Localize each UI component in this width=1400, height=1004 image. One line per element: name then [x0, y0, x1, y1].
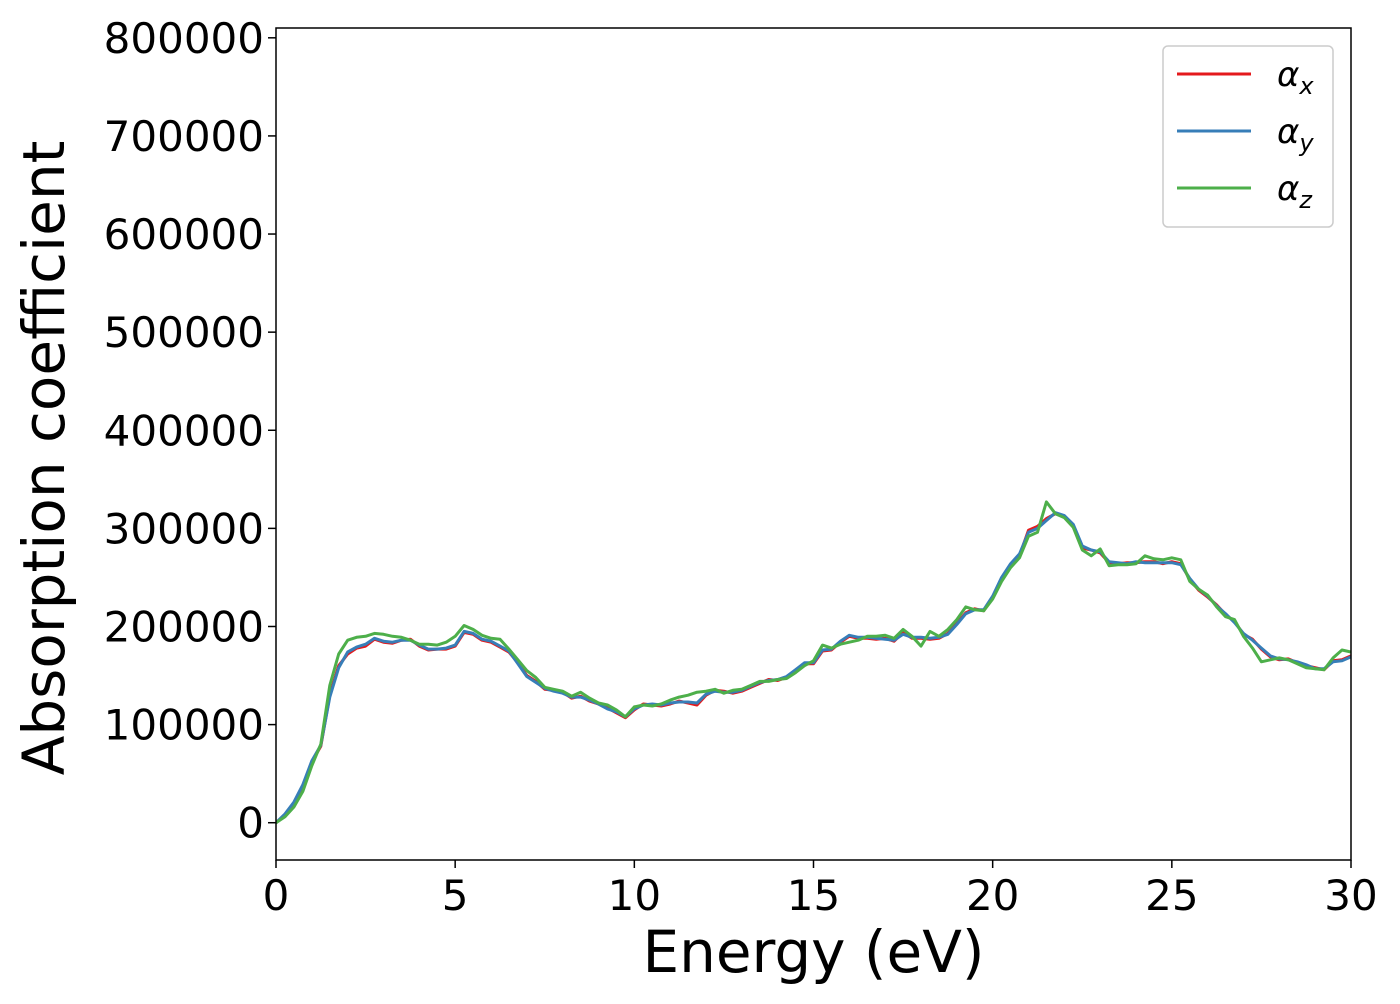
x-axis-title: Energy (eV) — [642, 918, 984, 986]
x-tick-label: 25 — [1145, 871, 1198, 920]
x-tick-label: 0 — [263, 871, 290, 920]
y-tick-label: 300000 — [104, 504, 264, 553]
x-axis: 0 5 10 15 20 25 30 — [263, 860, 1378, 920]
x-tick-label: 10 — [608, 871, 661, 920]
y-tick-label: 500000 — [104, 308, 264, 357]
y-tick-label: 600000 — [104, 210, 264, 259]
y-tick-label: 400000 — [104, 406, 264, 455]
y-tick-label: 100000 — [104, 701, 264, 750]
x-tick-label: 5 — [442, 871, 469, 920]
y-tick-label: 200000 — [104, 602, 264, 651]
x-tick-label: 30 — [1324, 871, 1377, 920]
x-tick-label: 20 — [966, 871, 1019, 920]
y-tick-label: 700000 — [104, 112, 264, 161]
series-layer — [276, 500, 1351, 825]
series-line-y — [276, 511, 1351, 825]
series-line-z — [276, 500, 1351, 825]
y-axis-title: Absorption coefficient — [10, 141, 78, 776]
y-tick-label: 0 — [237, 799, 264, 848]
x-tick-label: 15 — [787, 871, 840, 920]
y-axis: 0 100000 200000 300000 400000 500000 600000 700… — [104, 14, 276, 848]
y-tick-label: 800000 — [104, 14, 264, 63]
series-line-x — [276, 512, 1351, 825]
legend-box — [1162, 45, 1334, 228]
